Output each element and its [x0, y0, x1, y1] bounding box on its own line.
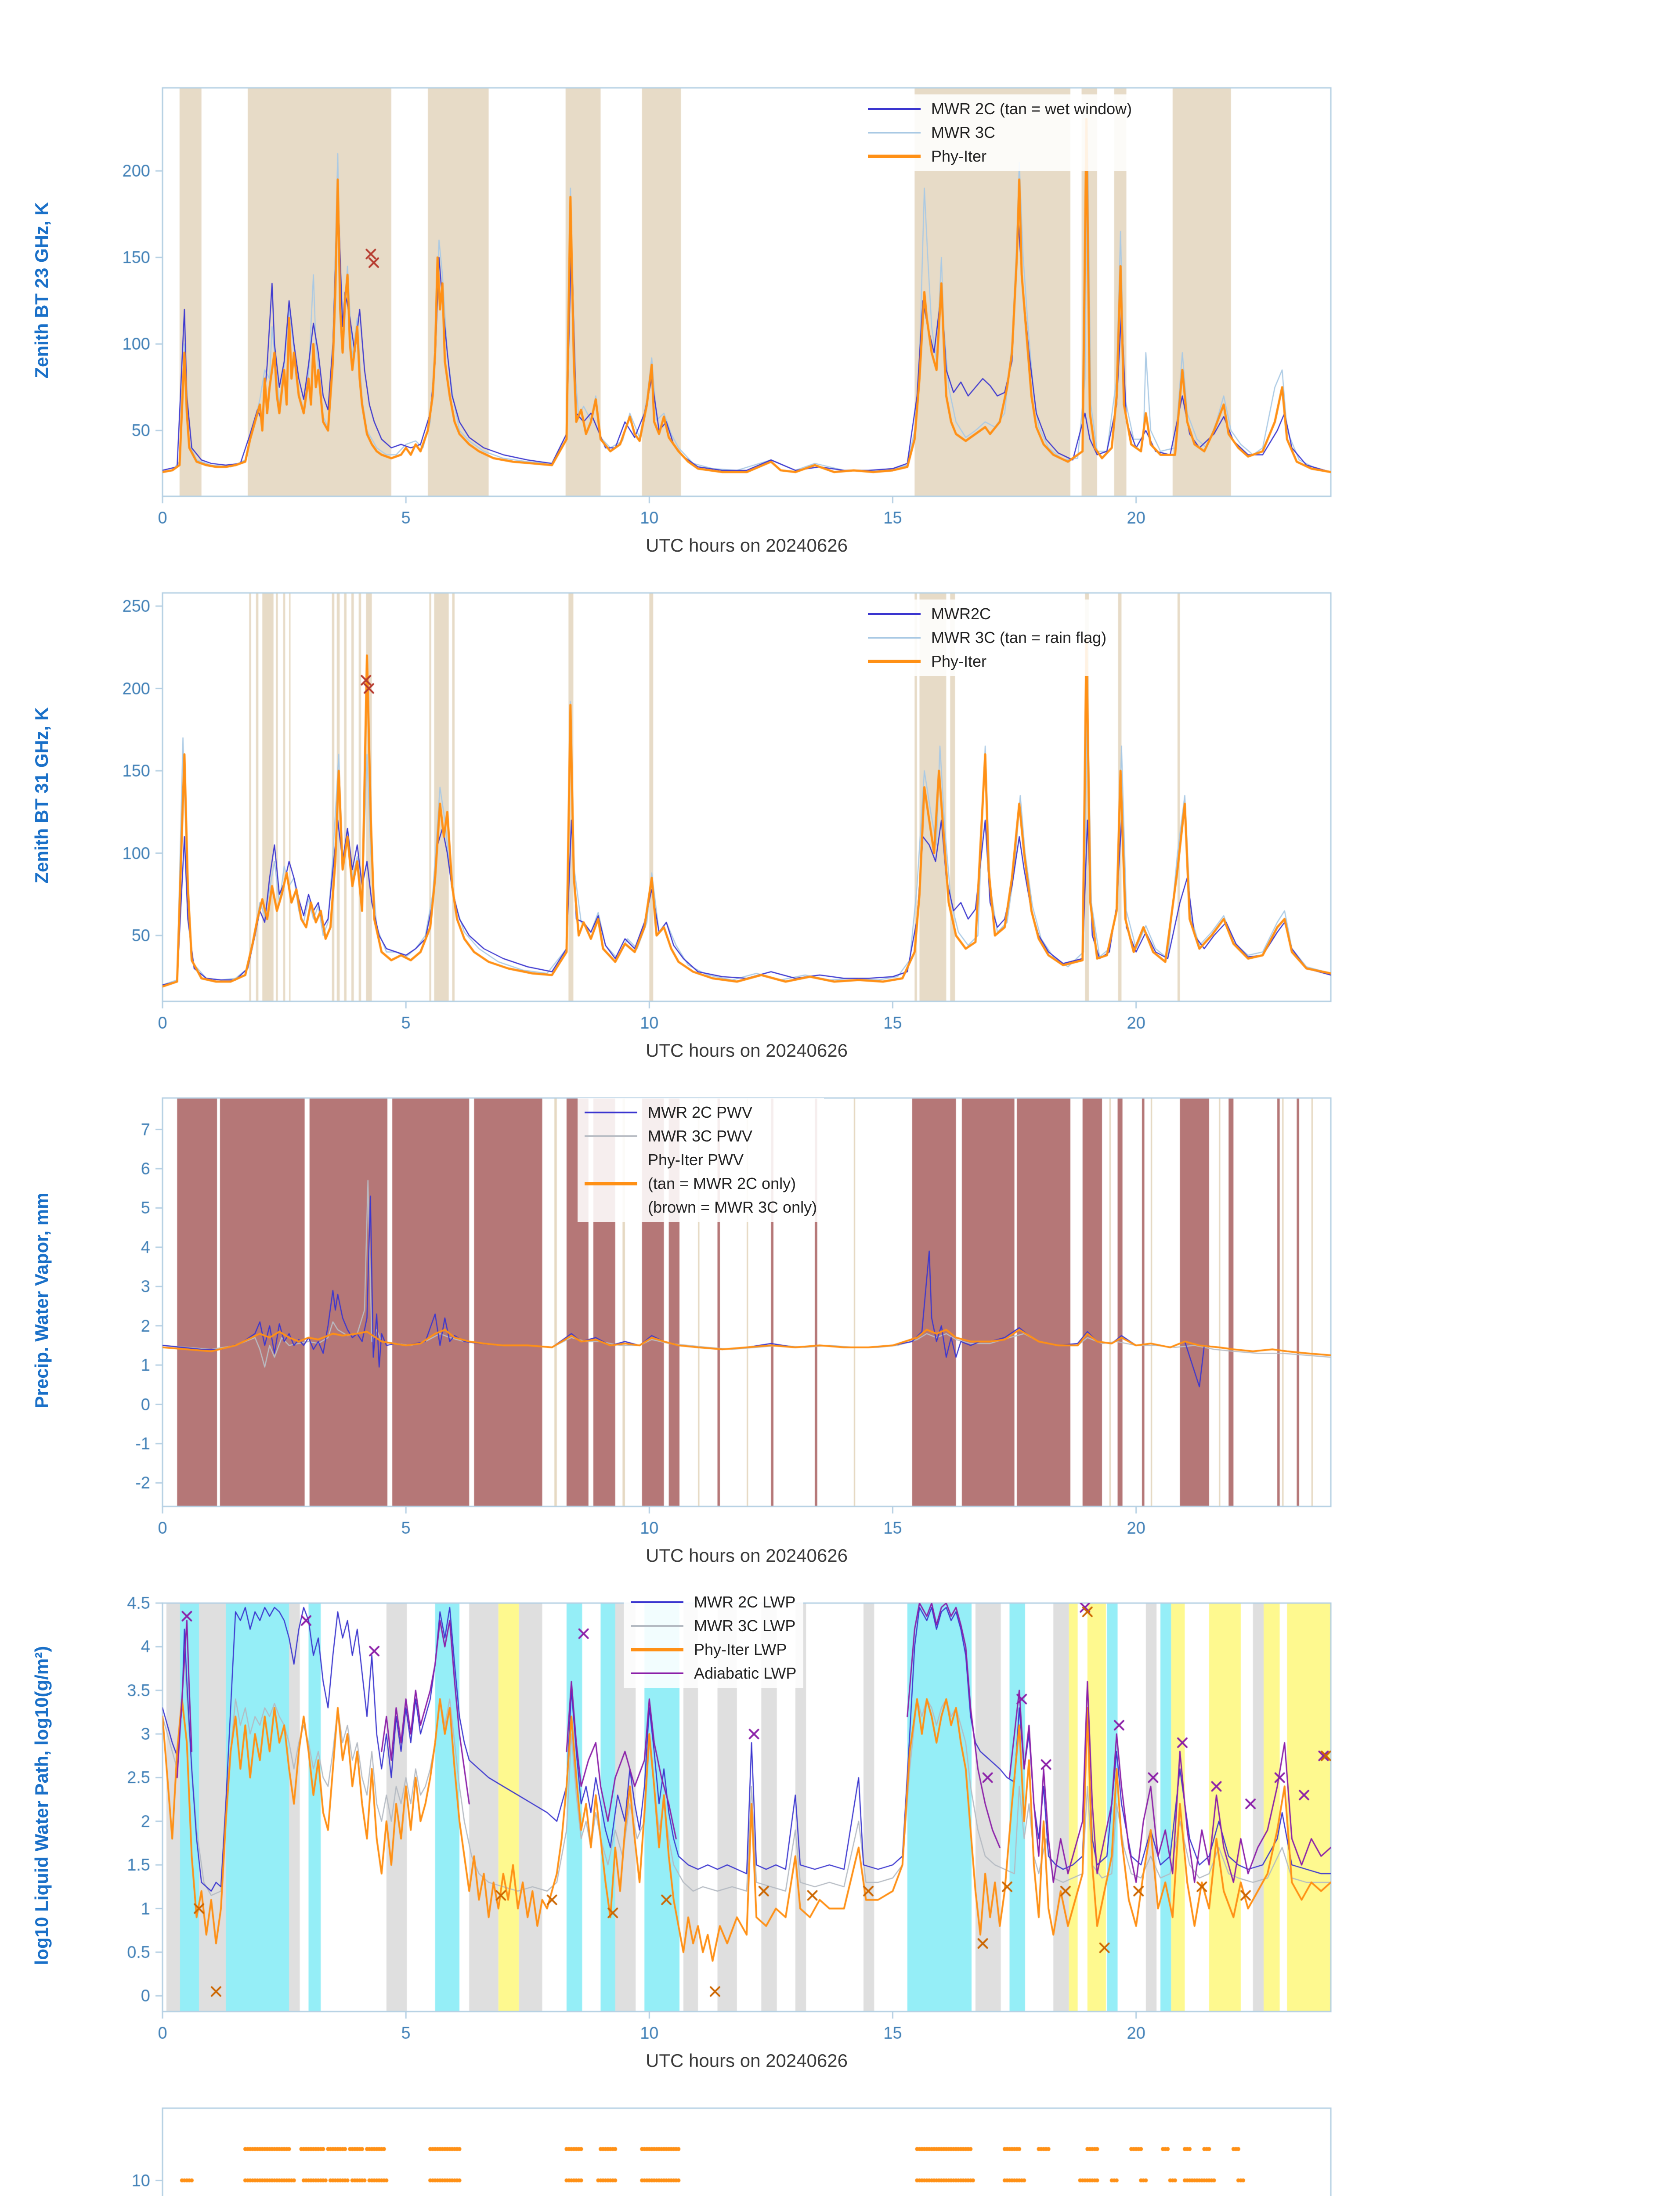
legend-label: Phy-Iter	[931, 652, 987, 670]
legend-line-swatch	[631, 1601, 683, 1603]
legend-item: (tan = MWR 2C only)	[585, 1174, 817, 1194]
lwp-plot-canvas	[0, 1577, 1680, 2051]
pwv-y-axis-label: Precip. Water Vapor, mm	[31, 1192, 52, 1409]
dqflag-plot-canvas	[0, 2082, 1680, 2196]
chart-panel-lwp: log10 Liquid Water Path, log10(g/m²) UTC…	[0, 1577, 1680, 2082]
legend-line-swatch	[585, 1112, 637, 1113]
lwp-legend: MWR 2C LWP MWR 3C LWP Phy-Iter LWP Adiabati…	[624, 1588, 804, 1688]
bt23-plot-canvas	[0, 61, 1680, 536]
legend-label: Phy-Iter	[931, 147, 987, 165]
legend-line-swatch	[868, 660, 921, 663]
legend-item: Phy-Iter LWP	[631, 1640, 796, 1660]
chart-panel-bt31: Zenith BT 31 GHz, K UTC hours on 2024062…	[0, 567, 1680, 1072]
legend-line-swatch	[868, 613, 921, 615]
lwp-x-axis-label: UTC hours on 20240626	[646, 2050, 848, 2071]
legend-label: MWR 3C PWV	[648, 1127, 752, 1145]
legend-label: Phy-Iter PWV	[648, 1151, 744, 1169]
legend-line-swatch	[585, 1182, 637, 1185]
chart-panel-bt23: Zenith BT 23 GHz, K UTC hours on 2024062…	[0, 61, 1680, 567]
legend-item: Adiabatic LWP	[631, 1663, 796, 1683]
legend-item: MWR 2C (tan = wet window)	[868, 99, 1132, 119]
chart-panel-dqflag: MWR Phy Iter DQ Flag UTC hours on 202406…	[0, 2082, 1680, 2196]
legend-label: MWR 2C PWV	[648, 1103, 752, 1121]
legend-item: MWR 3C	[868, 123, 1132, 143]
legend-line-swatch	[631, 1672, 683, 1674]
legend-label: MWR 3C	[931, 123, 995, 141]
bt23-y-axis-label: Zenith BT 23 GHz, K	[31, 202, 52, 379]
legend-item: MWR 3C PWV	[585, 1126, 817, 1146]
chart-panel-pwv: Precip. Water Vapor, mm UTC hours on 202…	[0, 1072, 1680, 1577]
pwv-plot-canvas	[0, 1072, 1680, 1546]
legend-label: Phy-Iter LWP	[694, 1640, 787, 1658]
legend-label: (brown = MWR 3C only)	[648, 1198, 817, 1216]
legend-line-swatch	[868, 155, 921, 158]
bt23-x-axis-label: UTC hours on 20240626	[646, 535, 848, 556]
legend-line-swatch	[868, 132, 921, 134]
legend-label: (tan = MWR 2C only)	[648, 1174, 796, 1192]
dqflag-y-axis-label: MWR Phy Iter DQ Flag	[31, 2106, 52, 2196]
lwp-y-axis-label: log10 Liquid Water Path, log10(g/m²)	[31, 1646, 52, 1965]
legend-line-swatch	[631, 1648, 683, 1651]
legend-label: MWR2C	[931, 605, 991, 623]
legend-label: MWR 3C (tan = rain flag)	[931, 628, 1107, 647]
legend-line-swatch	[631, 1625, 683, 1627]
bt31-x-axis-label: UTC hours on 20240626	[646, 1040, 848, 1061]
legend-item: MWR 2C LWP	[631, 1592, 796, 1612]
legend-item: MWR 3C (tan = rain flag)	[868, 628, 1106, 648]
legend-label: Adiabatic LWP	[694, 1664, 797, 1682]
bt31-legend: MWR2C MWR 3C (tan = rain flag) Phy-Iter	[861, 600, 1114, 676]
legend-item: Phy-Iter	[868, 146, 1132, 166]
legend-label: MWR 3C LWP	[694, 1617, 796, 1635]
legend-label: MWR 2C (tan = wet window)	[931, 100, 1132, 118]
legend-line-swatch	[868, 108, 921, 110]
legend-label: MWR 2C LWP	[694, 1593, 796, 1611]
legend-item: MWR 2C PWV	[585, 1102, 817, 1123]
legend-item: Phy-Iter PWV	[585, 1150, 817, 1170]
legend-item: MWR 3C LWP	[631, 1616, 796, 1636]
legend-item: Phy-Iter	[868, 651, 1106, 672]
pwv-legend: MWR 2C PWV MWR 3C PWV Phy-Iter PWV (tan = M…	[578, 1098, 824, 1222]
legend-item: (brown = MWR 3C only)	[585, 1197, 817, 1217]
legend-line-swatch	[868, 637, 921, 639]
bt31-y-axis-label: Zenith BT 31 GHz, K	[31, 707, 52, 884]
legend-item: MWR2C	[868, 604, 1106, 624]
legend-line-swatch	[585, 1135, 637, 1137]
bt31-plot-canvas	[0, 567, 1680, 1041]
bt23-legend: MWR 2C (tan = wet window) MWR 3C Phy-Iter	[861, 94, 1139, 171]
pwv-x-axis-label: UTC hours on 20240626	[646, 1545, 848, 1566]
